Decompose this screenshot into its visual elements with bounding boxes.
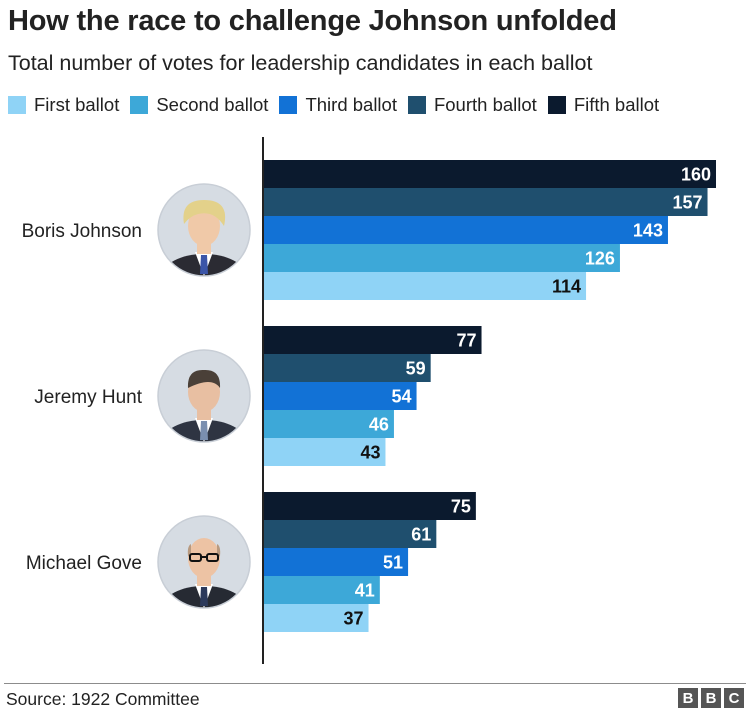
legend-swatch — [279, 96, 298, 114]
bbc-logo: B B C — [675, 688, 744, 708]
portrait-michael-gove-icon — [157, 515, 251, 609]
chart-subtitle: Total number of votes for leadership can… — [8, 51, 593, 75]
chart-legend: First ballot Second ballot Third ballot Fou… — [8, 93, 670, 117]
data-label: 59 — [406, 359, 426, 379]
footer-divider — [4, 683, 746, 684]
bar — [264, 548, 409, 576]
legend-item: Second ballot — [130, 94, 268, 116]
data-label: 75 — [451, 497, 471, 517]
data-label: 43 — [360, 443, 380, 463]
data-label: 160 — [681, 165, 711, 185]
bar — [264, 354, 431, 382]
bar — [264, 272, 587, 300]
legend-swatch — [547, 96, 566, 114]
legend-item: First ballot — [8, 94, 119, 116]
bbc-logo-letter: C — [724, 688, 744, 708]
data-label: 61 — [411, 525, 431, 545]
category-label: Jeremy Hunt — [34, 387, 142, 408]
legend-label: Third ballot — [305, 94, 397, 115]
bar — [264, 492, 476, 520]
legend-item: Third ballot — [279, 94, 397, 116]
data-label: 126 — [585, 249, 615, 269]
legend-label: Fourth ballot — [433, 94, 537, 115]
legend-swatch — [8, 96, 26, 114]
legend-swatch — [407, 96, 426, 114]
bar — [264, 244, 620, 272]
legend-label: Fifth ballot — [573, 94, 660, 115]
bar — [264, 410, 394, 438]
bar — [264, 438, 386, 466]
data-label: 157 — [672, 193, 702, 213]
data-label: 37 — [343, 609, 363, 629]
data-label: 114 — [552, 277, 581, 297]
data-label: 46 — [369, 415, 389, 435]
bar — [264, 520, 437, 548]
bbc-logo-letter: B — [701, 688, 721, 708]
portrait-jeremy-hunt-icon — [157, 349, 251, 443]
bar — [264, 604, 369, 632]
bar — [264, 216, 668, 244]
bbc-logo-letter: B — [678, 688, 698, 708]
bar — [264, 326, 482, 354]
bar — [264, 382, 417, 410]
legend-label: First ballot — [34, 94, 120, 115]
legend-item: Fourth ballot — [407, 94, 537, 116]
bar — [264, 188, 708, 216]
portrait-boris-johnson-icon — [157, 183, 251, 277]
legend-label: Second ballot — [156, 94, 269, 115]
data-label: 51 — [383, 553, 403, 573]
bar — [264, 160, 716, 188]
category-label: Michael Gove — [26, 553, 142, 574]
source-note: Source: 1922 Committee — [6, 689, 200, 709]
data-label: 54 — [392, 387, 412, 407]
data-label: 143 — [633, 221, 663, 241]
data-label: 41 — [355, 581, 375, 601]
data-label: 77 — [456, 331, 476, 351]
bar — [264, 576, 380, 604]
legend-swatch — [130, 96, 149, 114]
legend-item: Fifth ballot — [547, 94, 660, 116]
chart-title: How the race to challenge Johnson unfold… — [8, 5, 617, 37]
category-label: Boris Johnson — [22, 221, 142, 242]
